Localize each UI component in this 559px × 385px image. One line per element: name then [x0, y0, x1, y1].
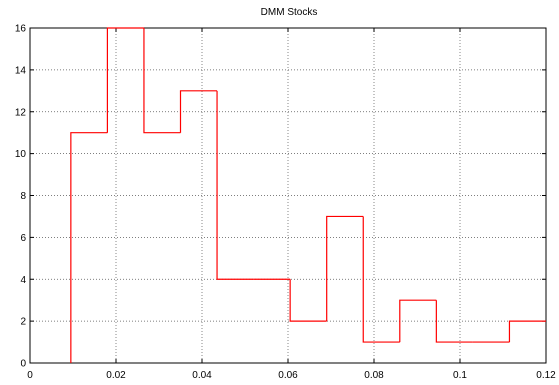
tick-marks [29, 27, 547, 364]
y-tick-label: 2 [20, 317, 26, 328]
y-tick-label: 16 [15, 24, 27, 35]
histogram-bin [399, 299, 437, 343]
y-tick-label: 14 [15, 65, 27, 76]
y-tick-label: 6 [20, 233, 26, 244]
x-tick-label: 0.02 [106, 370, 126, 381]
y-tick-label: 12 [15, 107, 27, 118]
histogram-bin [106, 27, 144, 133]
grid-lines [30, 28, 546, 363]
y-tick-label: 0 [20, 359, 26, 370]
y-tick-label: 10 [15, 149, 27, 160]
histogram-bin [70, 132, 108, 363]
histogram-bin [179, 90, 218, 133]
histogram-bin [216, 90, 254, 280]
histogram-bin [362, 216, 400, 343]
histogram-bin [143, 28, 181, 134]
tick-labels: 0 0.02 0.04 0.06 0.08 0.1 0.12 0 2 4 6 8 10 12 14 16 [15, 24, 556, 382]
x-tick-label: 0.04 [192, 370, 212, 381]
x-tick-label: 0.06 [278, 370, 298, 381]
x-tick-label: 0.1 [453, 370, 467, 381]
x-tick-label: 0.12 [536, 370, 556, 381]
x-tick-label: 0 [27, 370, 33, 381]
histogram-bin [326, 215, 364, 322]
histogram-bin [289, 279, 327, 322]
chart-title: DMM Stocks [261, 7, 318, 18]
histogram-bin [508, 320, 546, 343]
histogram-series [70, 27, 546, 363]
y-tick-label: 4 [20, 275, 26, 286]
y-tick-label: 8 [20, 191, 26, 202]
x-tick-label: 0.08 [364, 370, 384, 381]
histogram-bin [435, 300, 473, 343]
